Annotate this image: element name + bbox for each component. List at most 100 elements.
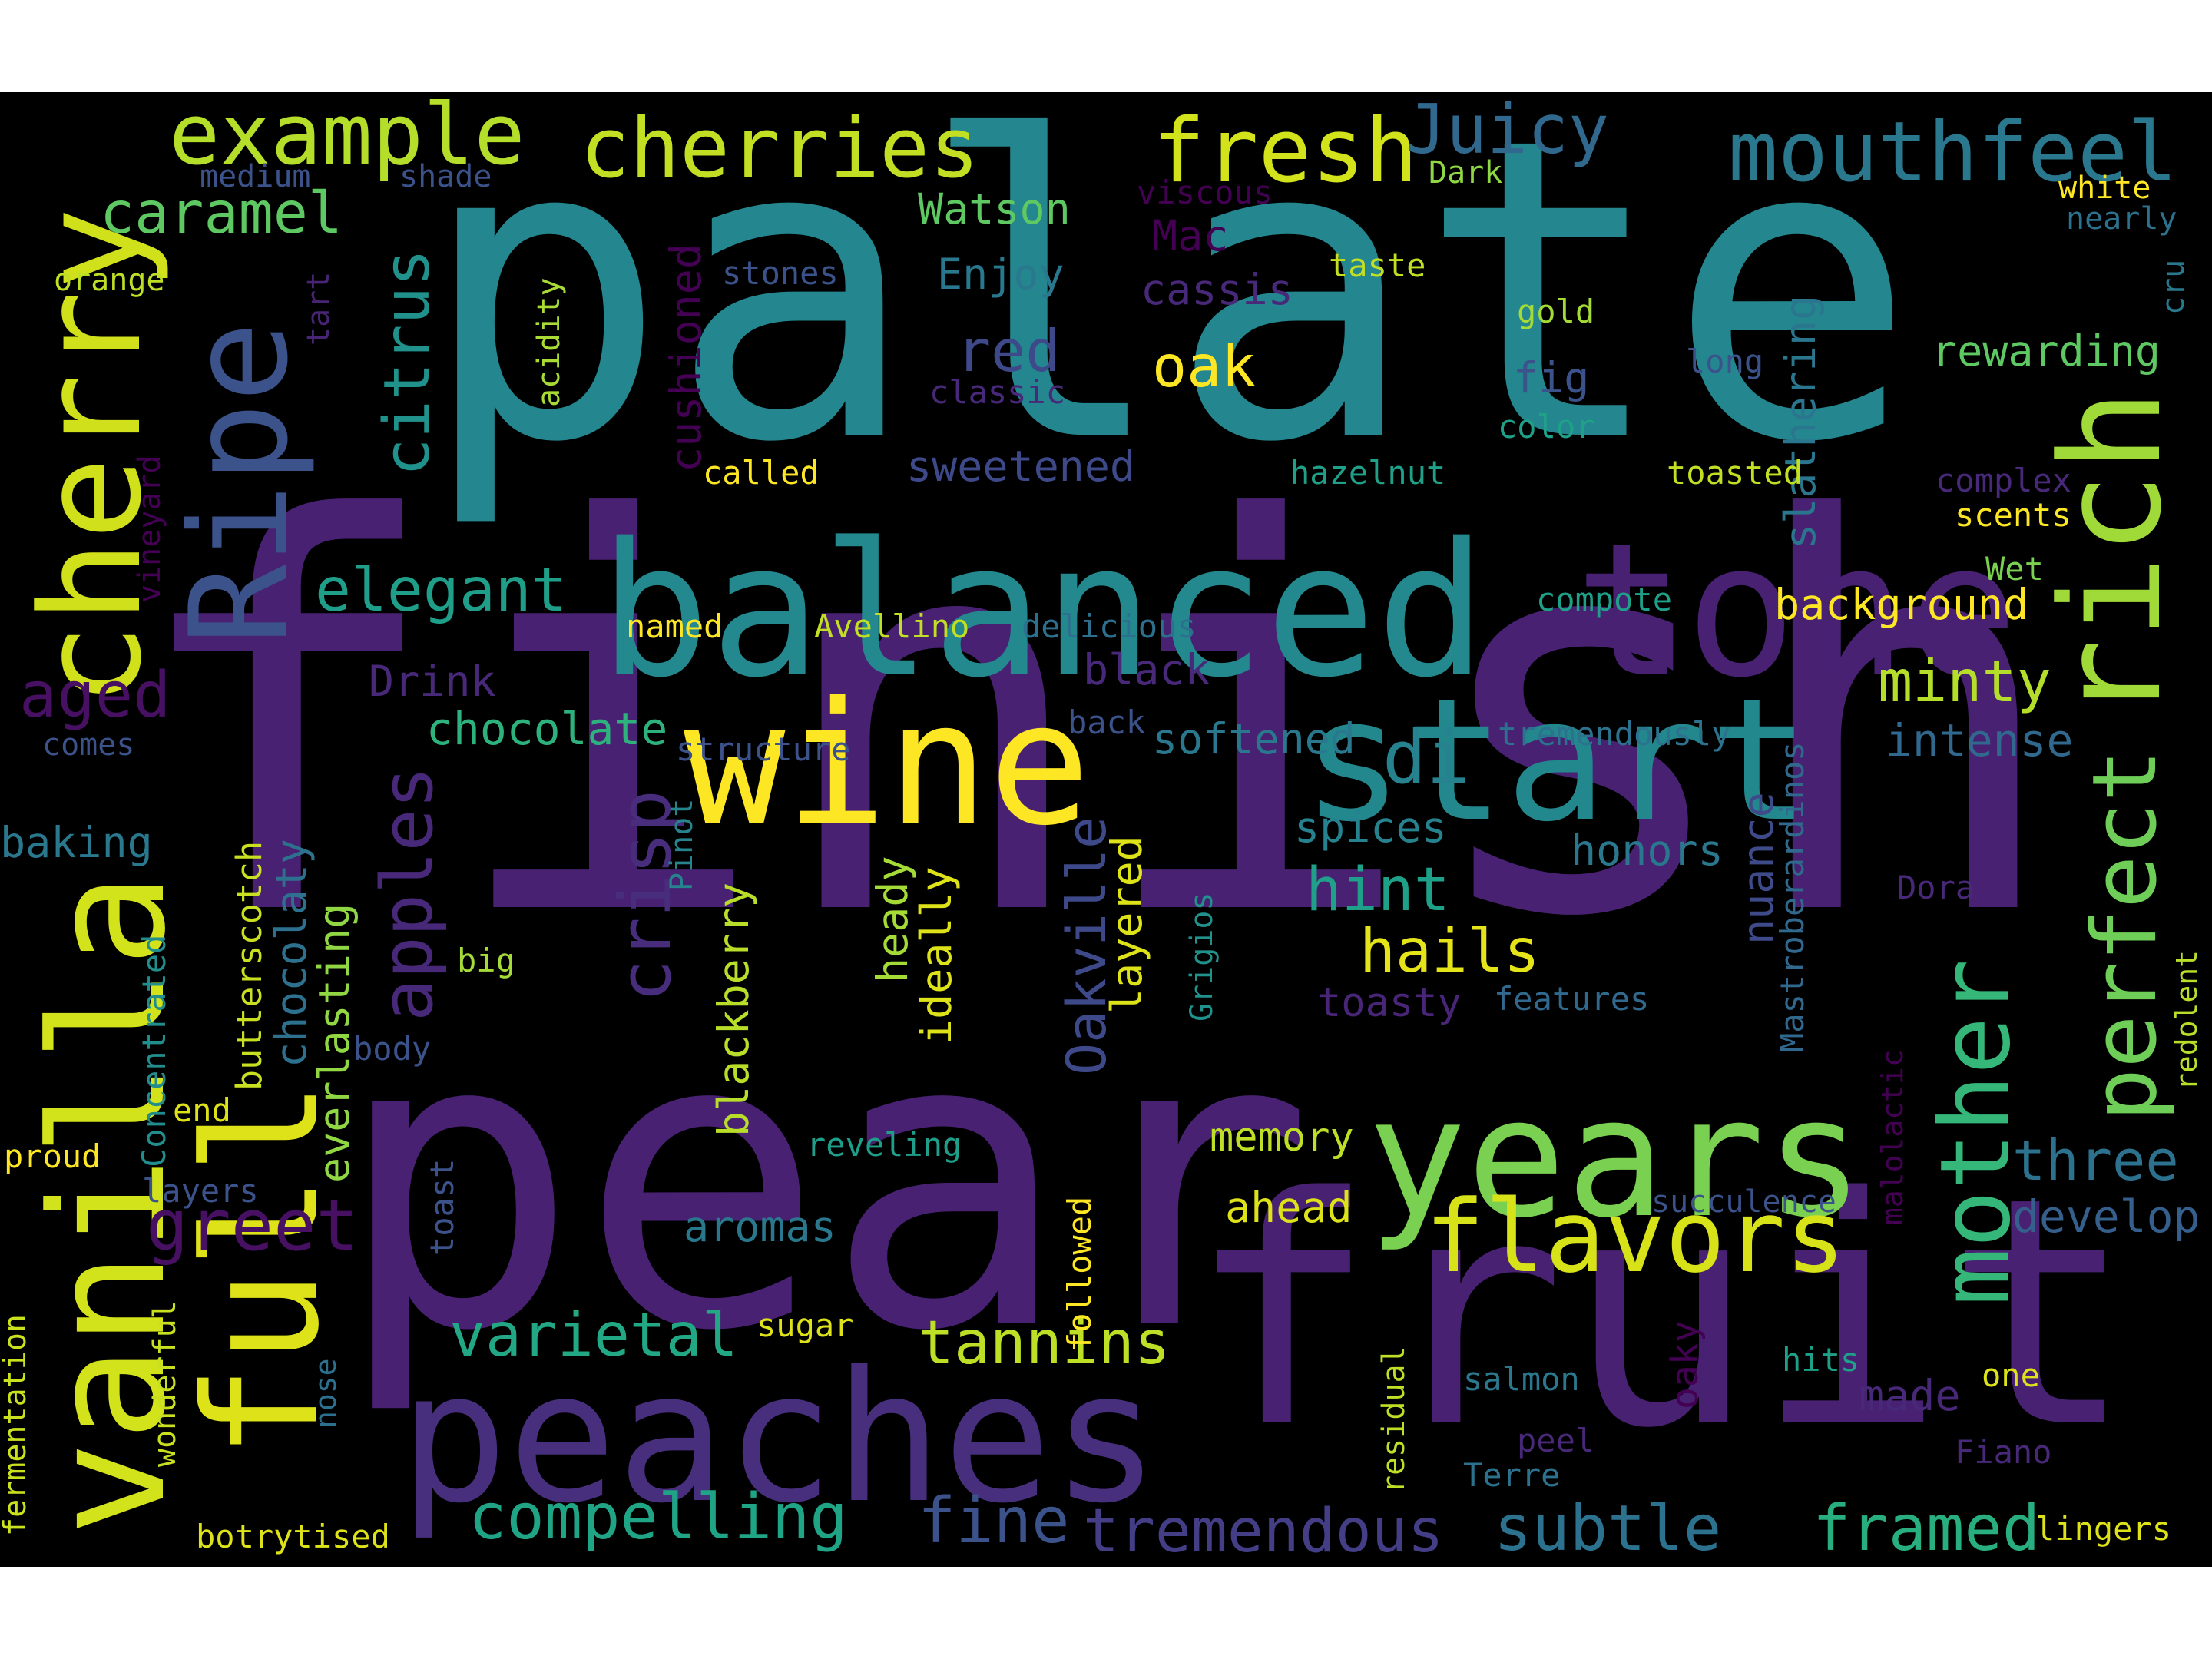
- word-mouthfeel: mouthfeel: [1728, 104, 2178, 200]
- word-avellino: Avellino: [814, 608, 970, 645]
- word-concentrated: Concentrated: [135, 934, 173, 1167]
- word-fruit: fruit: [1187, 1130, 2135, 1497]
- word-blackberry: blackberry: [709, 882, 758, 1137]
- word-citrus: citrus: [371, 248, 444, 476]
- word-pear: pear: [334, 945, 1315, 1419]
- word-hazelnut: hazelnut: [1290, 454, 1446, 492]
- word-tart: tart: [301, 271, 336, 346]
- word-mac: Mac: [1152, 211, 1229, 260]
- word-years: years: [1367, 1061, 1865, 1254]
- word-tone: tone: [1575, 503, 2018, 718]
- word-memory: memory: [1210, 1114, 1354, 1161]
- word-aromas: aromas: [684, 1202, 836, 1251]
- word-wet: Wet: [1985, 550, 2044, 588]
- word-sugar: sugar: [757, 1306, 854, 1344]
- word-fine: fine: [918, 1485, 1070, 1558]
- word-drink: Drink: [369, 657, 496, 706]
- word-viscous: viscous: [1137, 174, 1273, 211]
- word-stones: stones: [722, 254, 839, 292]
- word-cru: cru: [2156, 259, 2191, 315]
- word-tremendously: tremendously: [1498, 715, 1731, 753]
- word-structure: structure: [676, 730, 851, 768]
- word-black: black: [1083, 645, 1210, 694]
- word-chocolaty: chocolaty: [267, 838, 316, 1068]
- word-body: body: [353, 1030, 432, 1068]
- word-flavors: flavors: [1425, 1178, 1846, 1295]
- word-vineyard: vineyard: [132, 455, 167, 603]
- word-minty: minty: [1878, 647, 2051, 715]
- word-mastroberardinos: Mastroberardinos: [1773, 741, 1811, 1052]
- word-perfect: perfect: [2074, 749, 2177, 1121]
- word-spices: spices: [1294, 803, 1447, 852]
- word-cloud-canvas: finish palate pear fruit balanced tone p…: [0, 92, 2212, 1567]
- word-enjoy: Enjoy: [937, 250, 1065, 299]
- word-sweetened: sweetened: [906, 442, 1136, 491]
- word-botrytised: botrytised: [196, 1518, 390, 1555]
- word-palate: palate: [419, 92, 1917, 533]
- word-cassis: cassis: [1141, 265, 1293, 314]
- word-terre: Terre: [1463, 1456, 1561, 1494]
- word-chocolate: chocolate: [426, 703, 668, 755]
- word-malolactic: malolactic: [1876, 1049, 1909, 1225]
- word-subtle: subtle: [1494, 1492, 1722, 1565]
- word-classic: classic: [929, 373, 1066, 411]
- word-called: called: [703, 454, 820, 492]
- word-wine: wine: [684, 666, 1091, 863]
- word-example: example: [169, 92, 525, 184]
- word-rich: rich: [2032, 389, 2192, 722]
- word-elegant: elegant: [315, 556, 568, 625]
- word-slathering: slathering: [1776, 294, 1825, 549]
- word-nose: nose: [309, 1358, 343, 1429]
- word-softened: softened: [1152, 714, 1356, 763]
- word-color: color: [1498, 408, 1595, 445]
- word-big: big: [457, 942, 515, 979]
- word-cherries: cherries: [580, 101, 980, 197]
- word-honors: honors: [1571, 826, 1724, 875]
- word-layered: layered: [1102, 836, 1151, 1014]
- word-juicy: Juicy: [1406, 92, 1609, 169]
- word-wonderful: wonderful: [147, 1300, 183, 1467]
- word-features: features: [1494, 980, 1650, 1018]
- word-heady: heady: [868, 856, 917, 983]
- word-reveling: reveling: [806, 1126, 962, 1164]
- word-tannins: tannins: [918, 1309, 1171, 1378]
- word-fiano: Fiano: [1955, 1433, 2052, 1471]
- word-di: di: [1382, 716, 1471, 800]
- word-hint: hint: [1306, 856, 1450, 925]
- word-compote: compote: [1536, 581, 1673, 618]
- word-toast: toast: [423, 1158, 461, 1256]
- word-mother: mother: [1920, 959, 2032, 1306]
- word-peaches: peaches: [399, 1333, 1161, 1543]
- word-greet: greet: [146, 1184, 359, 1267]
- word-white: white: [2058, 171, 2151, 206]
- word-hits: hits: [1782, 1341, 1860, 1379]
- word-delicious: delicious: [1022, 608, 1197, 645]
- word-fermentation: fermentation: [0, 1314, 33, 1536]
- word-varietal: varietal: [449, 1301, 738, 1370]
- word-ideally: ideally: [912, 866, 961, 1045]
- word-end: end: [173, 1091, 231, 1129]
- word-baking: baking: [0, 818, 153, 867]
- word-compelling: compelling: [469, 1481, 848, 1554]
- word-ripe: Ripe: [162, 321, 318, 645]
- word-shade: shade: [399, 159, 492, 194]
- word-everlasting: everlasting: [310, 902, 359, 1183]
- word-pinot: Pinot: [664, 798, 700, 891]
- word-hails: hails: [1359, 917, 1540, 986]
- word-butterscotch: butterscotch: [229, 840, 270, 1091]
- word-proud: proud: [4, 1137, 101, 1175]
- word-start: start: [1302, 662, 1811, 859]
- word-intense: intense: [1886, 714, 2074, 767]
- word-dora: Dora: [1897, 869, 1975, 906]
- word-named: named: [626, 608, 724, 645]
- word-balanced: balanced: [599, 503, 1487, 718]
- word-background: background: [1774, 580, 2029, 629]
- word-medium: medium: [200, 159, 311, 194]
- word-oak: oak: [1152, 333, 1257, 400]
- word-finish: finish: [123, 409, 2065, 1035]
- word-three: three: [2012, 1128, 2179, 1193]
- word-succulence: succulence: [1651, 1184, 1836, 1220]
- word-acidity: acidity: [531, 277, 567, 407]
- word-comes: comes: [42, 727, 135, 763]
- word-grigios: Grigios: [1184, 892, 1220, 1022]
